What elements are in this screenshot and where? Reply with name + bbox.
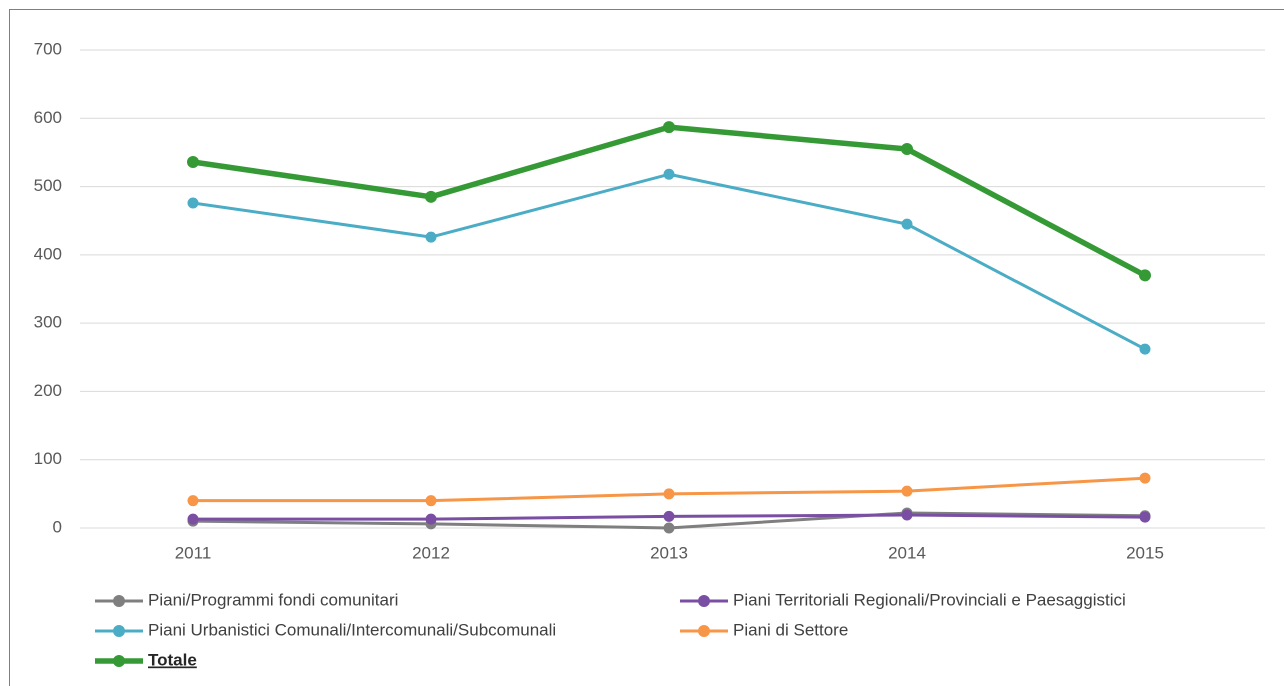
- data-point: [901, 218, 913, 230]
- legend-label: Piani Urbanistici Comunali/Intercomunali…: [148, 620, 556, 639]
- y-tick-label: 200: [34, 381, 62, 400]
- legend-swatch-marker: [113, 655, 125, 667]
- x-tick-label: 2011: [175, 543, 212, 562]
- legend-swatch-marker: [113, 595, 125, 607]
- y-tick-label: 500: [34, 176, 62, 195]
- x-tick-label: 2013: [650, 543, 688, 562]
- data-point: [187, 155, 199, 168]
- data-point: [663, 168, 675, 180]
- legend-label: Piani/Programmi fondi comunitari: [148, 590, 398, 609]
- data-point: [425, 495, 437, 507]
- data-point: [187, 495, 199, 507]
- x-tick-label: 2014: [888, 543, 926, 562]
- legend-swatch-marker: [698, 595, 710, 607]
- y-tick-label: 700: [34, 39, 62, 58]
- data-point: [663, 121, 675, 134]
- data-point: [1139, 472, 1151, 484]
- data-point: [425, 231, 437, 243]
- y-tick-label: 100: [34, 449, 62, 468]
- data-point: [663, 488, 675, 500]
- y-tick-label: 300: [34, 313, 62, 332]
- data-point: [425, 190, 437, 203]
- x-tick-label: 2015: [1126, 543, 1164, 562]
- legend-label: Piani Territoriali Regionali/Provinciali…: [733, 590, 1126, 609]
- data-point: [1139, 269, 1151, 282]
- y-tick-label: 0: [53, 517, 62, 536]
- legend-swatch-marker: [698, 625, 710, 637]
- legend-label: Totale: [148, 650, 197, 669]
- legend-label: Piani di Settore: [733, 620, 848, 639]
- data-point: [663, 522, 675, 534]
- data-point: [901, 143, 913, 156]
- data-point: [901, 509, 913, 521]
- series-line: [192, 124, 1147, 278]
- legend-swatch-marker: [113, 625, 125, 637]
- data-point: [425, 513, 437, 525]
- data-point: [1139, 511, 1151, 523]
- data-point: [663, 510, 675, 522]
- x-tick-label: 2012: [412, 543, 450, 562]
- data-point: [187, 513, 199, 525]
- data-point: [901, 485, 913, 497]
- data-point: [187, 197, 199, 209]
- data-point: [1139, 343, 1151, 355]
- y-tick-label: 400: [34, 244, 62, 263]
- chart-border: [9, 9, 1284, 686]
- y-tick-label: 600: [34, 108, 62, 127]
